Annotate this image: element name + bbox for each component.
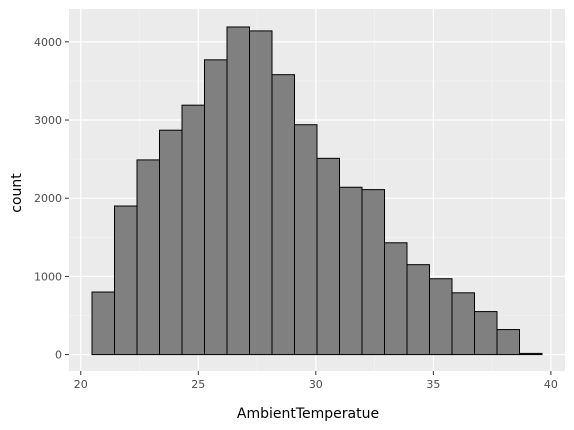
- histogram-bar: [271, 74, 295, 356]
- x-axis-ticks: 20 25 30 35 40: [74, 371, 558, 391]
- histogram-bar: [226, 26, 250, 356]
- histogram-bar: [406, 264, 430, 356]
- histogram-bar: [316, 157, 340, 356]
- histogram-bar: [384, 242, 408, 356]
- histogram-bar: [249, 30, 273, 356]
- y-axis-ticks: 0 1000 2000 3000 4000: [34, 36, 69, 362]
- histogram-bars: [91, 26, 543, 356]
- histogram-bar: [361, 189, 385, 356]
- y-axis-title: count: [9, 173, 25, 213]
- histogram-bar: [91, 291, 115, 356]
- y-tick-label: 3000: [34, 114, 62, 127]
- histogram-bar: [496, 329, 520, 356]
- x-tick-label: 35: [426, 378, 440, 391]
- x-axis-title: AmbientTemperatue: [237, 406, 379, 422]
- histogram-bar: [294, 124, 318, 356]
- x-tick-label: 20: [74, 378, 88, 391]
- y-tick-label: 2000: [34, 192, 62, 205]
- y-tick-label: 1000: [34, 270, 62, 283]
- histogram-bar: [136, 159, 160, 356]
- histogram-bar: [181, 104, 205, 356]
- histogram-bar: [474, 311, 498, 356]
- y-tick-label: 0: [55, 349, 62, 362]
- y-tick-label: 4000: [34, 36, 62, 49]
- histogram-bar: [204, 59, 228, 356]
- histogram-bar: [159, 129, 183, 356]
- x-tick-label: 30: [309, 378, 323, 391]
- x-tick-label: 25: [191, 378, 205, 391]
- histogram-bar: [429, 278, 453, 356]
- x-tick-label: 40: [544, 378, 558, 391]
- histogram-bar: [114, 205, 138, 356]
- histogram-bar: [451, 292, 475, 356]
- histogram-bar: [339, 186, 363, 356]
- histogram-bar: [519, 352, 543, 356]
